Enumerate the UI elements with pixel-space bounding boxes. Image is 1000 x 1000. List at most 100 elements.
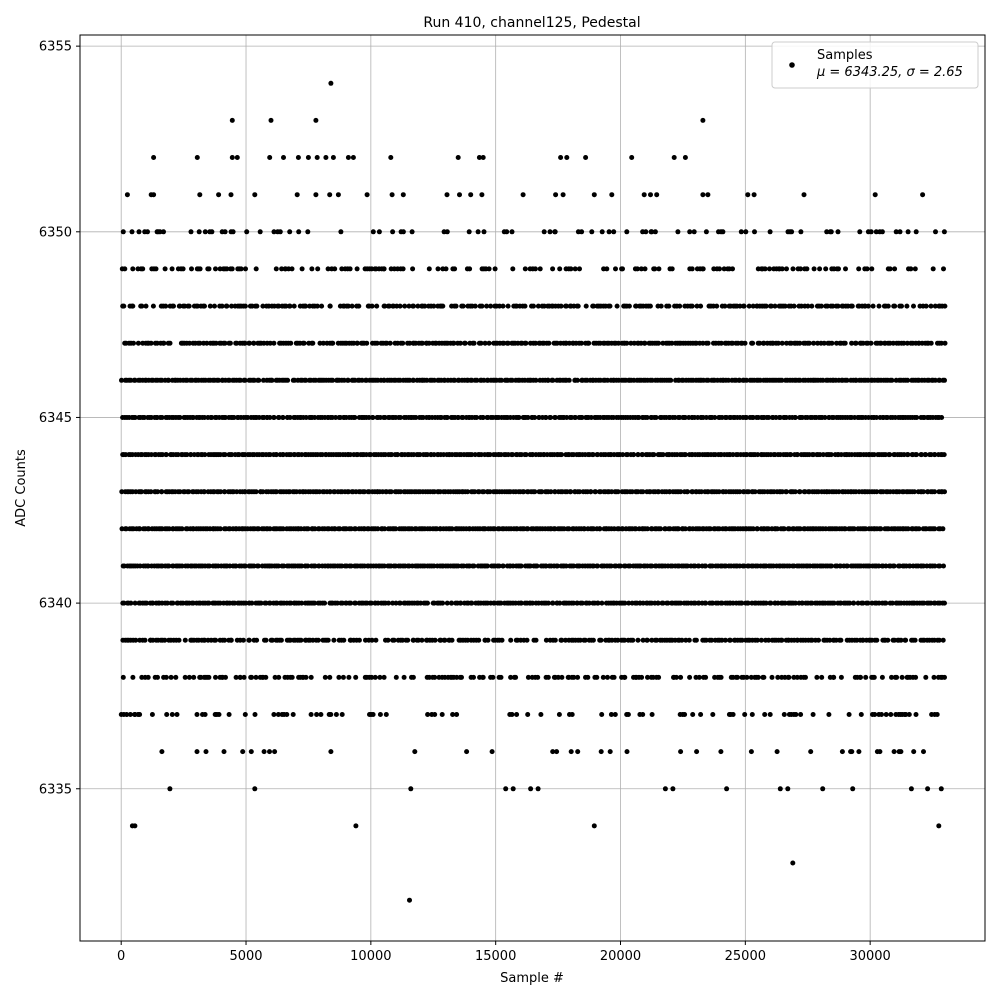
sample-point xyxy=(238,266,244,272)
sample-point xyxy=(765,526,771,532)
sample-point xyxy=(327,489,333,495)
sample-point xyxy=(700,117,706,123)
sample-point xyxy=(480,674,486,680)
sample-point xyxy=(932,377,938,383)
sample-point xyxy=(687,229,693,235)
sample-point xyxy=(475,229,481,235)
sample-point xyxy=(362,489,367,495)
sample-point xyxy=(381,563,387,569)
sample-point xyxy=(905,229,911,235)
sample-point xyxy=(938,340,944,346)
sample-point xyxy=(237,674,243,680)
sample-point xyxy=(327,192,333,198)
sample-point xyxy=(508,674,514,680)
sample-point xyxy=(611,229,617,235)
sample-point xyxy=(523,452,529,458)
sample-point xyxy=(600,674,606,680)
sample-point xyxy=(655,600,661,606)
sample-point xyxy=(572,266,578,272)
sample-point xyxy=(579,600,585,606)
sample-point xyxy=(128,600,134,606)
sample-point xyxy=(505,340,511,346)
sample-point xyxy=(794,674,800,680)
sample-point xyxy=(784,266,789,272)
sample-point xyxy=(844,563,850,569)
sample-point xyxy=(216,192,222,198)
sample-point xyxy=(714,303,720,309)
sample-point xyxy=(485,563,490,569)
sample-point xyxy=(532,489,538,495)
sample-point xyxy=(539,489,545,495)
sample-point xyxy=(188,452,194,458)
sample-point xyxy=(243,266,248,272)
sample-point xyxy=(140,266,146,272)
sample-point xyxy=(162,637,168,643)
sample-point xyxy=(645,674,650,680)
sample-point xyxy=(314,712,320,717)
sample-point xyxy=(940,526,946,532)
sample-point xyxy=(786,526,792,532)
sample-point xyxy=(916,526,922,532)
sample-point xyxy=(287,415,293,420)
sample-point xyxy=(253,674,259,680)
sample-point xyxy=(934,712,940,717)
sample-point xyxy=(719,600,725,606)
sample-point xyxy=(703,674,709,680)
sample-point xyxy=(531,303,536,309)
sample-point xyxy=(870,303,876,309)
sample-point xyxy=(202,452,208,458)
sample-point xyxy=(525,712,531,717)
sample-point xyxy=(851,600,857,606)
sample-point xyxy=(797,489,803,495)
sample-point xyxy=(381,266,387,272)
sample-point xyxy=(798,266,803,272)
sample-point xyxy=(476,155,482,160)
sample-point xyxy=(564,155,570,160)
y-tick-label: 6355 xyxy=(39,40,72,55)
sample-point xyxy=(879,674,885,680)
sample-point xyxy=(876,303,882,309)
sample-point xyxy=(558,155,564,160)
sample-point xyxy=(744,674,750,680)
sample-point xyxy=(123,526,129,532)
sample-point xyxy=(583,155,589,160)
sample-point xyxy=(295,155,301,160)
sample-point xyxy=(678,749,684,755)
sample-point xyxy=(388,489,394,495)
sample-point xyxy=(255,563,261,569)
sample-point xyxy=(887,266,893,272)
sample-point xyxy=(171,303,176,309)
sample-point xyxy=(382,526,388,532)
sample-point xyxy=(213,637,219,643)
sample-point xyxy=(767,712,773,717)
sample-point xyxy=(128,377,134,383)
sample-point xyxy=(233,563,239,569)
sample-point xyxy=(432,674,438,680)
sample-point xyxy=(643,229,649,235)
sample-point xyxy=(444,600,450,606)
sample-point xyxy=(252,192,258,198)
sample-point xyxy=(426,266,432,272)
sample-point xyxy=(829,563,834,569)
sample-point xyxy=(397,600,403,606)
sample-point xyxy=(649,637,655,643)
sample-point xyxy=(400,229,406,235)
sample-point xyxy=(161,340,167,346)
sample-point xyxy=(911,749,917,755)
sample-point xyxy=(856,749,862,755)
sample-point xyxy=(828,452,834,458)
sample-point xyxy=(328,80,334,86)
plot-frame xyxy=(79,34,986,942)
sample-point xyxy=(521,489,527,495)
sample-point xyxy=(720,229,726,235)
sample-point xyxy=(122,266,128,272)
sample-point xyxy=(514,712,520,717)
sample-point xyxy=(431,377,437,383)
sample-point xyxy=(682,712,688,717)
sample-point xyxy=(454,674,460,680)
sample-point xyxy=(525,415,531,420)
sample-point xyxy=(400,192,406,198)
sample-point xyxy=(454,712,460,717)
sample-point xyxy=(568,749,574,755)
sample-point xyxy=(836,266,841,272)
